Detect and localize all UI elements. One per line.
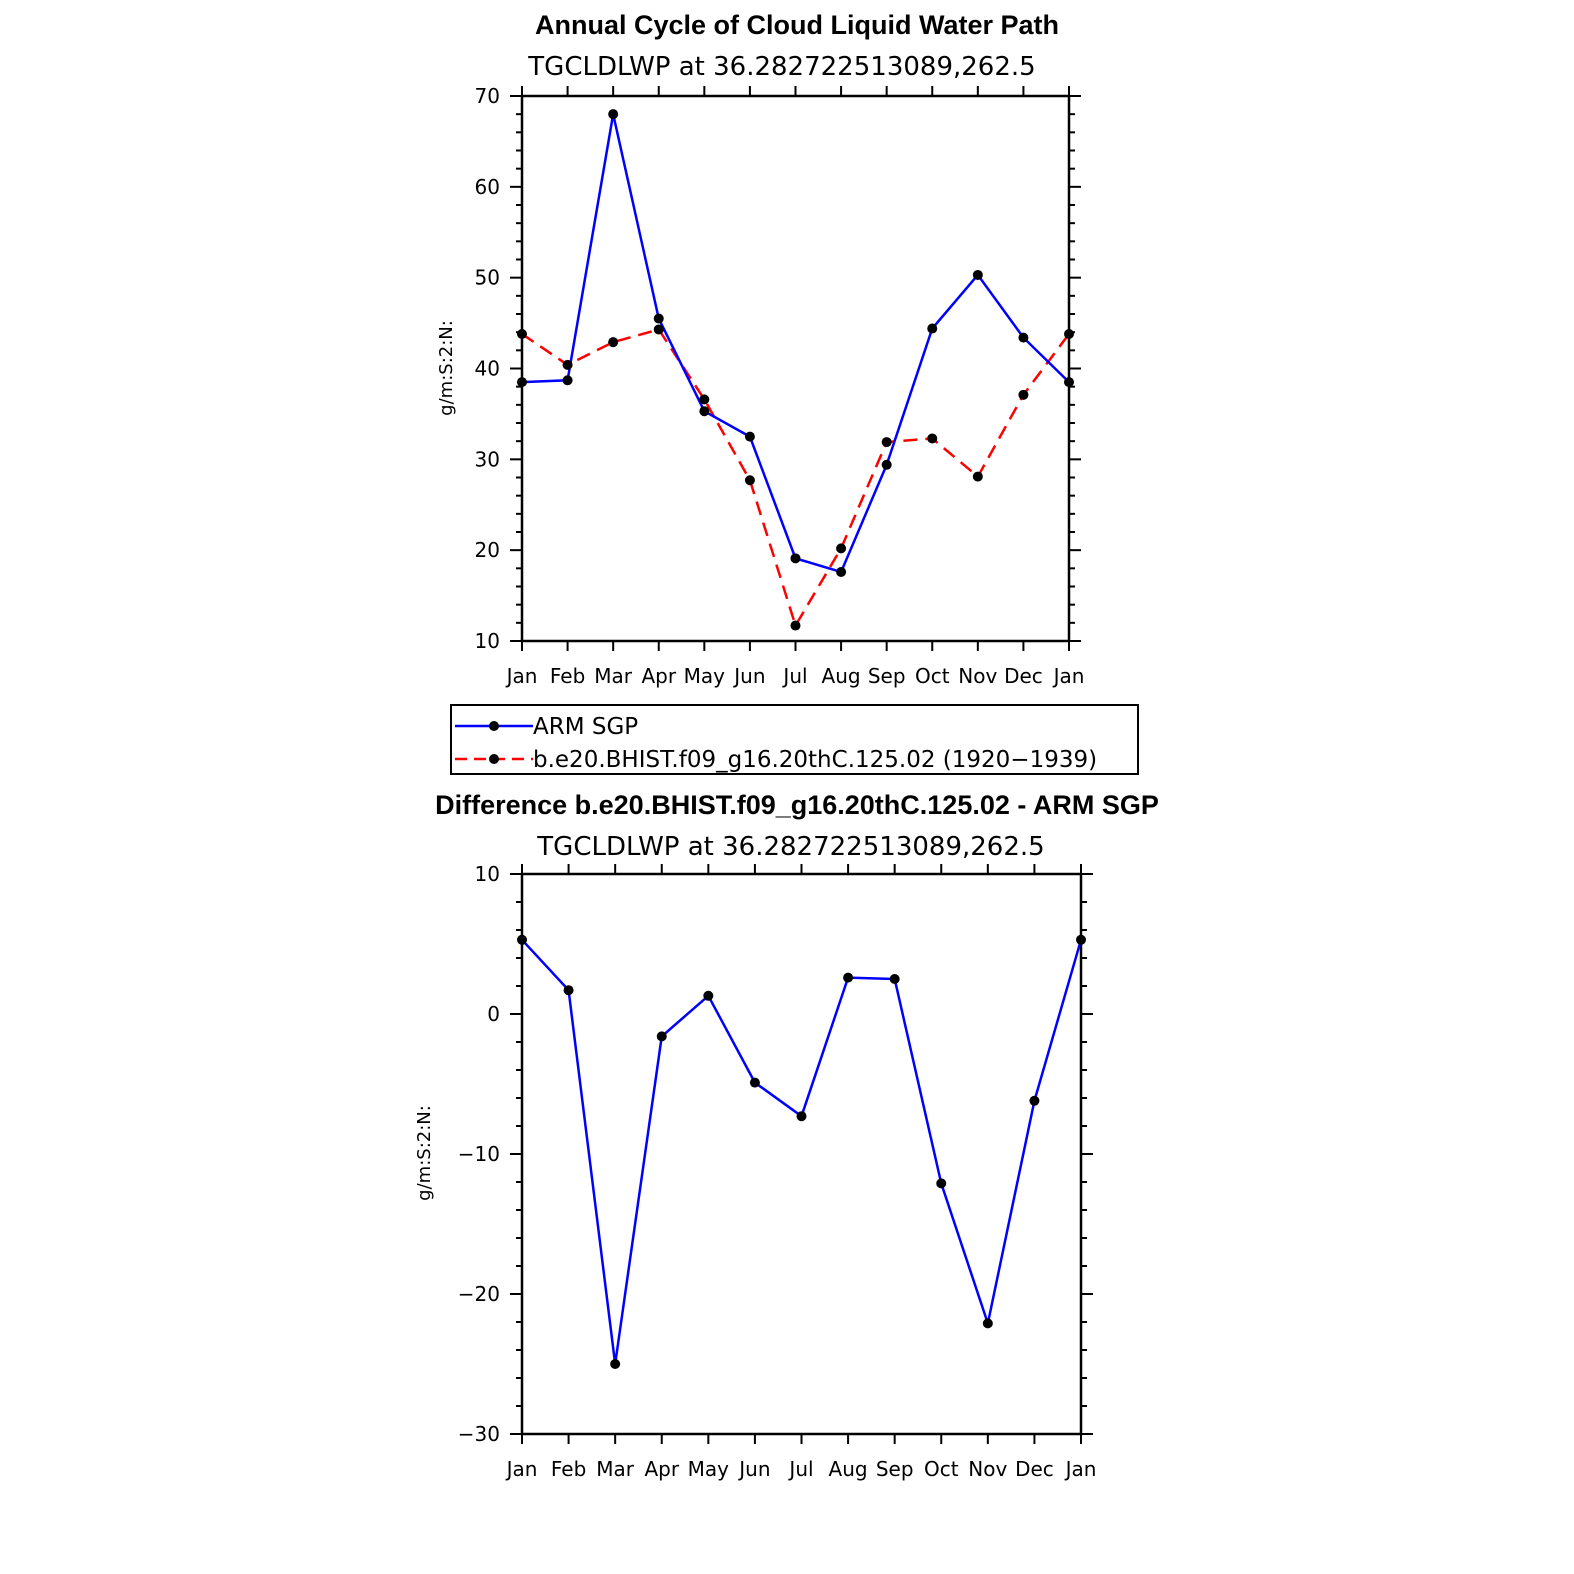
top-data-point <box>562 359 573 370</box>
bottom-xtick-label: Jun <box>737 1457 770 1481</box>
bottom-ytick-label: −20 <box>458 1282 500 1306</box>
top-xtick-label: Apr <box>641 664 676 688</box>
bottom-ytick-label: −30 <box>458 1422 500 1446</box>
bottom-data-point <box>749 1077 760 1088</box>
top-ytick-label: 70 <box>475 84 500 108</box>
top-data-point <box>972 269 983 280</box>
bottom-xtick-label: Feb <box>551 1457 586 1481</box>
bottom-ytick-label: −10 <box>458 1142 500 1166</box>
top-xtick-label: Jul <box>781 664 807 688</box>
bottom-data-point <box>656 1031 667 1042</box>
bottom-ytick-label: 0 <box>487 1002 500 1026</box>
top-data-point <box>881 437 892 448</box>
top-ytick-label: 60 <box>475 175 500 199</box>
top-data-point <box>972 471 983 482</box>
top-ytick-label: 50 <box>475 266 500 290</box>
top-data-point <box>699 394 710 405</box>
top-data-point <box>881 459 892 470</box>
legend-label-arm: ARM SGP <box>533 714 638 740</box>
top-data-point <box>699 406 710 417</box>
top-data-point <box>927 433 938 444</box>
top-data-point <box>1018 332 1029 343</box>
bottom-xtick-label: Dec <box>1015 1457 1054 1481</box>
bottom-xtick-label: May <box>688 1457 730 1481</box>
top-xtick-label: Jun <box>732 664 765 688</box>
bottom-xtick-label: Nov <box>968 1457 1007 1481</box>
bottom-data-point <box>1029 1095 1040 1106</box>
bottom-data-point <box>610 1359 621 1369</box>
top-ytick-label: 30 <box>475 447 500 471</box>
top-series-line-model <box>521 327 1071 629</box>
top-xtick-label: Mar <box>594 664 633 688</box>
bottom-plot-area: −30 −20 −10 0 10 Jan Feb Mar Apr May Jun Jul Aug Sep O… <box>458 862 1097 1481</box>
bottom-ytick-label: 10 <box>475 862 500 886</box>
bottom-series-line-arm <box>521 938 1083 1365</box>
bottom-data-point <box>796 1111 807 1122</box>
top-xtick-label: Nov <box>958 664 997 688</box>
top-series-line-arm <box>521 113 1070 574</box>
top-xtick-label: Jan <box>505 664 538 688</box>
bottom-data-point <box>703 990 714 1001</box>
top-xtick-label: Jan <box>1052 664 1085 688</box>
top-ytick-label: 40 <box>475 357 500 381</box>
bottom-data-point <box>517 934 527 945</box>
legend-marker-model <box>489 754 499 764</box>
bottom-xtick-label: Mar <box>596 1457 635 1481</box>
top-xtick-label: Dec <box>1004 664 1043 688</box>
top-data-point <box>744 431 755 442</box>
top-xtick-label: Sep <box>868 664 906 688</box>
top-data-point <box>653 324 664 335</box>
legend-box <box>450 704 1139 775</box>
bottom-chart-title: Difference b.e20.BHIST.f09_g16.20thC.125… <box>435 790 1159 820</box>
bottom-data-point <box>936 1178 947 1189</box>
top-data-point <box>836 543 847 554</box>
bottom-data-point <box>982 1318 993 1329</box>
bottom-plot-frame <box>520 872 1083 1436</box>
top-data-point <box>608 109 619 120</box>
top-data-point <box>1018 389 1029 400</box>
top-plot-area: 10 20 30 40 50 60 70 Jan Feb Mar Apr May Jun Jul Aug Se… <box>475 84 1085 688</box>
bottom-xtick-label: Jul <box>787 1457 813 1481</box>
bottom-xtick-label: Aug <box>829 1457 868 1481</box>
legend-marker-arm <box>489 721 499 731</box>
legend-label-model: b.e20.BHIST.f09_g16.20thC.125.02 (1920−1… <box>533 747 1097 773</box>
top-xtick-label: May <box>684 664 726 688</box>
top-chart-ylabel: g/m:S:2:N: <box>436 320 457 416</box>
top-data-point <box>790 620 801 631</box>
bottom-data-point <box>889 974 900 984</box>
top-xtick-label: Feb <box>550 664 585 688</box>
bottom-data-point <box>843 972 854 983</box>
top-ytick-label: 10 <box>475 629 500 653</box>
top-data-point <box>836 566 847 577</box>
top-data-point <box>1064 328 1074 339</box>
top-chart-title: Annual Cycle of Cloud Liquid Water Path <box>535 10 1059 40</box>
bottom-xtick-label: Jan <box>1064 1457 1097 1481</box>
top-chart-subtitle: TGCLDLWP at 36.282722513089,262.5 <box>527 52 1035 82</box>
bottom-xtick-label: Apr <box>644 1457 679 1481</box>
bottom-data-point <box>563 985 574 996</box>
top-data-point <box>790 553 801 564</box>
top-xtick-label: Aug <box>822 664 861 688</box>
bottom-xtick-label: Oct <box>924 1457 959 1481</box>
top-data-point <box>653 313 664 324</box>
bottom-data-point <box>1076 934 1086 945</box>
bottom-xtick-label: Jan <box>505 1457 538 1481</box>
top-xtick-label: Oct <box>915 664 950 688</box>
top-data-point <box>927 323 938 334</box>
top-data-point <box>744 475 755 486</box>
top-data-point <box>517 328 527 339</box>
legend: ARM SGP b.e20.BHIST.f09_g16.20thC.125.02… <box>450 704 1139 775</box>
bottom-xtick-label: Sep <box>876 1457 914 1481</box>
top-data-point <box>562 375 573 386</box>
top-data-point <box>608 337 619 348</box>
top-data-point <box>517 377 527 388</box>
bottom-chart-ylabel: g/m:S:2:N: <box>414 1105 435 1201</box>
top-ytick-label: 20 <box>475 538 500 562</box>
bottom-chart-subtitle: TGCLDLWP at 36.282722513089,262.5 <box>536 832 1044 862</box>
top-data-point <box>1064 377 1074 388</box>
